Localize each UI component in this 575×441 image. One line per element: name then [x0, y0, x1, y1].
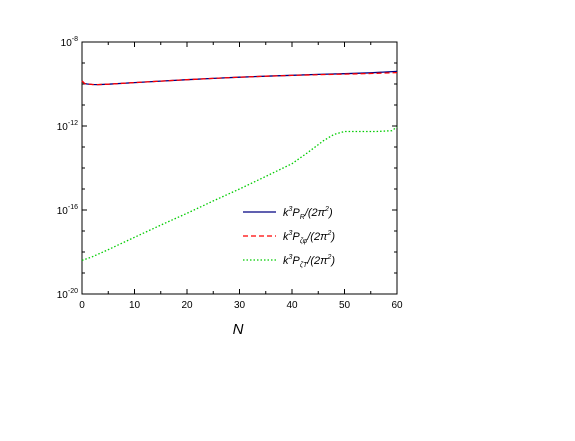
legend-label-part: k [283, 207, 289, 219]
legend-label-part: 3 [289, 230, 293, 237]
x-tick-labels: 0 10 20 30 40 50 60 [79, 300, 403, 311]
legend-label-part: P [292, 231, 300, 243]
legend-label-part: ) [327, 207, 333, 219]
legend-label-part: 2 [326, 230, 331, 237]
y-tick-mantissa: 10 [61, 38, 73, 49]
legend-label-part: /(2π [304, 207, 326, 219]
series-line-1 [81, 71, 398, 86]
y-tick-exponent: -12 [68, 120, 78, 127]
y-tick-mantissa: 10 [57, 206, 69, 217]
y-tick-label: 10-12 [57, 120, 78, 133]
plot-frame [81, 41, 398, 295]
legend-label-part: ζT [300, 262, 308, 269]
legend-label-part: R [300, 214, 305, 221]
legend-label-part: ) [329, 231, 335, 243]
y-tick-label: 10-16 [57, 204, 78, 217]
legend-label-part: 3 [289, 206, 293, 213]
legend: k3PR/(2π2)k3Pζφ/(2π2)k3PζT/(2π2) [243, 206, 335, 269]
x-tick-label: 30 [234, 300, 246, 311]
y-tick-mantissa: 10 [57, 122, 69, 133]
legend-label-part: 2 [327, 254, 332, 261]
y-tick-exponent: -8 [72, 36, 78, 43]
legend-label-part: k [283, 255, 289, 267]
legend-label-part: P [292, 255, 300, 267]
x-tick-label: 0 [79, 300, 85, 311]
y-tick-exponent: -16 [68, 204, 78, 211]
legend-label-1: k3Pζφ/(2π2) [283, 230, 335, 245]
y-tick-label: 10-8 [61, 36, 78, 49]
y-tick-exponent: -20 [68, 288, 78, 295]
axis-ticks [81, 41, 398, 295]
legend-label-part: ) [329, 255, 335, 267]
legend-label-part: k [283, 231, 289, 243]
legend-label-0: k3PR/(2π2) [283, 206, 333, 221]
legend-label-part: ζφ [300, 238, 308, 245]
y-tick-mantissa: 10 [57, 290, 69, 301]
x-tick-label: 40 [286, 300, 298, 311]
legend-label-part: P [292, 207, 300, 219]
legend-label-part: /(2π [306, 231, 328, 243]
legend-label-2: k3PζT/(2π2) [283, 254, 335, 269]
y-tick-label: 10-20 [57, 288, 78, 301]
legend-label-part: /(2π [306, 255, 328, 267]
x-tick-label: 60 [391, 300, 403, 311]
series-line-2 [81, 126, 398, 262]
series-lines [81, 70, 398, 262]
x-tick-label: 10 [129, 300, 141, 311]
x-tick-label: 50 [339, 300, 351, 311]
x-tick-label: 20 [181, 300, 193, 311]
legend-label-part: 3 [289, 254, 293, 261]
x-axis-label: N [233, 321, 244, 338]
legend-label-part: 2 [324, 206, 329, 213]
